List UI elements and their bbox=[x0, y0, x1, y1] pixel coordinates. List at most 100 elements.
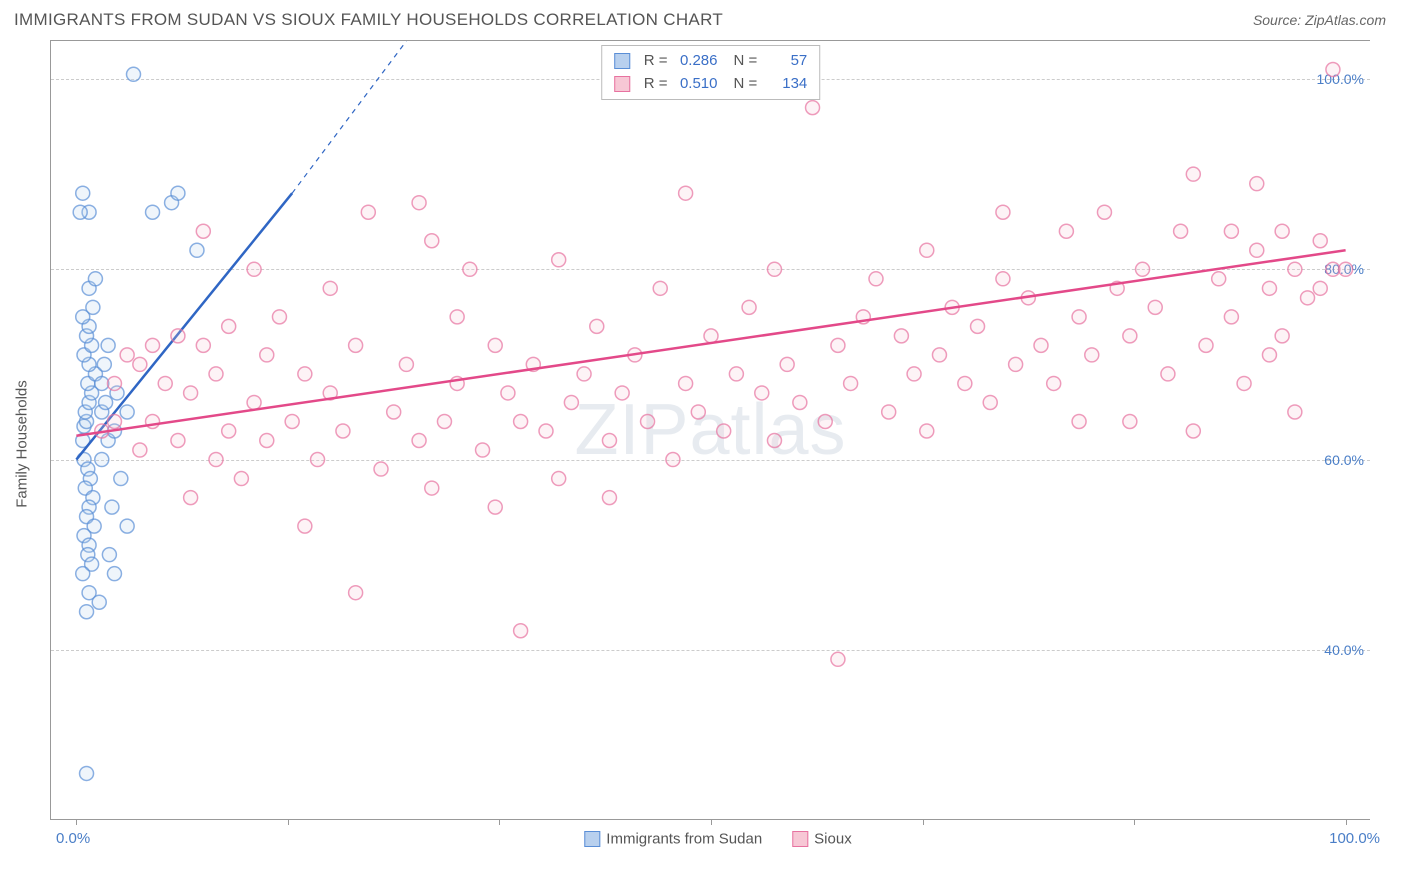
data-point bbox=[88, 272, 102, 286]
data-point bbox=[1072, 414, 1086, 428]
data-point bbox=[158, 376, 172, 390]
r-label: R = bbox=[644, 73, 668, 96]
data-point bbox=[996, 205, 1010, 219]
data-point bbox=[1085, 348, 1099, 362]
data-point bbox=[1186, 424, 1200, 438]
data-point bbox=[349, 586, 363, 600]
data-point bbox=[1250, 177, 1264, 191]
data-point bbox=[95, 376, 109, 390]
data-point bbox=[412, 196, 426, 210]
data-point bbox=[222, 424, 236, 438]
correlation-legend-row: R = 0.510 N = 134 bbox=[614, 73, 808, 96]
legend-label: Immigrants from Sudan bbox=[606, 830, 762, 847]
data-point bbox=[399, 357, 413, 371]
r-value: 0.510 bbox=[676, 73, 718, 96]
data-point bbox=[260, 434, 274, 448]
data-point bbox=[171, 434, 185, 448]
data-point bbox=[146, 338, 160, 352]
r-label: R = bbox=[644, 50, 668, 73]
data-point bbox=[1047, 376, 1061, 390]
legend-swatch bbox=[614, 76, 630, 92]
data-point bbox=[564, 395, 578, 409]
data-point bbox=[691, 405, 705, 419]
data-point bbox=[1288, 262, 1302, 276]
x-axis-max-label: 100.0% bbox=[1329, 830, 1380, 847]
x-axis-row: 0.0% Immigrants from Sudan Sioux 100.0% bbox=[50, 820, 1386, 847]
data-point bbox=[260, 348, 274, 362]
data-point bbox=[844, 376, 858, 390]
data-point bbox=[374, 462, 388, 476]
data-point bbox=[958, 376, 972, 390]
data-point bbox=[349, 338, 363, 352]
data-point bbox=[1123, 329, 1137, 343]
data-point bbox=[1161, 367, 1175, 381]
data-point bbox=[1136, 262, 1150, 276]
data-point bbox=[171, 186, 185, 200]
data-point bbox=[514, 624, 528, 638]
data-point bbox=[437, 414, 451, 428]
data-point bbox=[894, 329, 908, 343]
x-axis-min-label: 0.0% bbox=[56, 830, 90, 847]
data-point bbox=[1275, 329, 1289, 343]
data-point bbox=[412, 434, 426, 448]
data-point bbox=[387, 405, 401, 419]
data-point bbox=[831, 652, 845, 666]
data-point bbox=[80, 766, 94, 780]
data-point bbox=[780, 357, 794, 371]
data-point bbox=[76, 186, 90, 200]
data-point bbox=[272, 310, 286, 324]
legend-item: Immigrants from Sudan bbox=[584, 830, 762, 848]
data-point bbox=[793, 395, 807, 409]
data-point bbox=[552, 472, 566, 486]
legend-item: Sioux bbox=[792, 830, 852, 848]
data-point bbox=[920, 424, 934, 438]
data-point bbox=[1339, 262, 1353, 276]
data-point bbox=[311, 453, 325, 467]
data-point bbox=[767, 262, 781, 276]
n-value: 134 bbox=[765, 73, 807, 96]
data-point bbox=[336, 424, 350, 438]
data-point bbox=[488, 500, 502, 514]
data-point bbox=[107, 414, 121, 428]
data-point bbox=[196, 224, 210, 238]
data-point bbox=[1174, 224, 1188, 238]
data-point bbox=[996, 272, 1010, 286]
data-point bbox=[1199, 338, 1213, 352]
data-point bbox=[971, 319, 985, 333]
data-point bbox=[196, 338, 210, 352]
chart-container: Family Households ZIPatlas R =0.286N =57… bbox=[50, 40, 1386, 847]
n-value: 57 bbox=[765, 50, 807, 73]
data-point bbox=[1313, 234, 1327, 248]
data-point bbox=[806, 101, 820, 115]
chart-title: IMMIGRANTS FROM SUDAN VS SIOUX FAMILY HO… bbox=[14, 10, 723, 30]
data-point bbox=[222, 319, 236, 333]
data-point bbox=[95, 453, 109, 467]
data-point bbox=[476, 443, 490, 457]
data-point bbox=[932, 348, 946, 362]
data-point bbox=[97, 357, 111, 371]
n-label: N = bbox=[734, 50, 758, 73]
data-point bbox=[577, 367, 591, 381]
data-point bbox=[298, 519, 312, 533]
data-point bbox=[73, 205, 87, 219]
plot-area: ZIPatlas R =0.286N =57R =0.510N =134 40.… bbox=[50, 40, 1370, 820]
data-point bbox=[361, 205, 375, 219]
data-point bbox=[488, 338, 502, 352]
data-point bbox=[920, 243, 934, 257]
data-point bbox=[209, 453, 223, 467]
data-point bbox=[127, 67, 141, 81]
data-point bbox=[76, 567, 90, 581]
data-point bbox=[539, 424, 553, 438]
data-point bbox=[99, 395, 113, 409]
n-label: N = bbox=[734, 73, 758, 96]
data-point bbox=[742, 300, 756, 314]
legend-label: Sioux bbox=[814, 830, 852, 847]
data-point bbox=[1262, 281, 1276, 295]
data-point bbox=[120, 405, 134, 419]
data-point bbox=[247, 395, 261, 409]
data-point bbox=[501, 386, 515, 400]
data-point bbox=[450, 310, 464, 324]
data-point bbox=[298, 367, 312, 381]
data-point bbox=[102, 548, 116, 562]
data-point bbox=[190, 243, 204, 257]
